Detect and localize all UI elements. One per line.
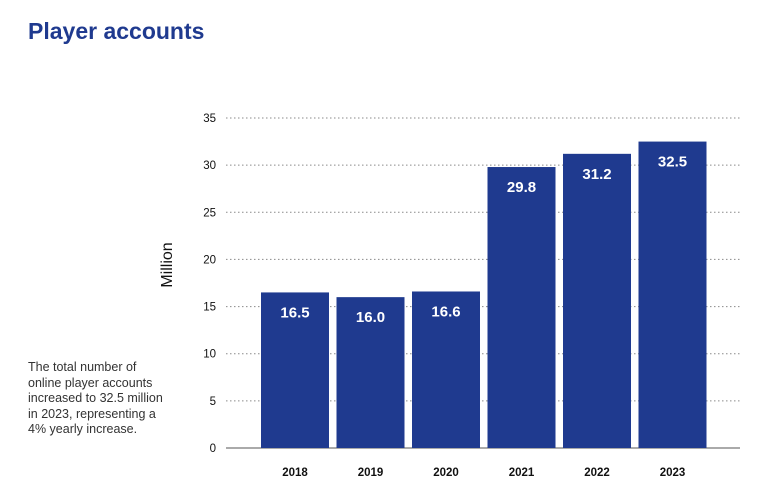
x-axis-ticks: 2018 2019 2020 2021 2022 2023 — [282, 467, 685, 479]
x-tick-label-2021: 2021 — [509, 467, 535, 479]
y-tick-label: 30 — [203, 160, 216, 172]
data-label-2023: 32.5 — [658, 154, 687, 171]
y-tick-label: 15 — [203, 302, 216, 314]
data-label-2020: 16.6 — [431, 303, 460, 320]
bar-2018 — [261, 292, 329, 448]
y-axis-ticks: 0 5 10 15 20 25 30 35 — [203, 113, 216, 455]
x-tick-label-2022: 2022 — [584, 467, 610, 479]
bar-2020 — [412, 291, 480, 448]
bar-2022 — [563, 153, 631, 449]
x-tick-label-2023: 2023 — [660, 467, 686, 479]
bar-2019 — [336, 297, 405, 448]
x-tick-label-2019: 2019 — [358, 467, 384, 479]
x-tick-label-2020: 2020 — [433, 467, 459, 479]
data-label-2019: 16.0 — [356, 309, 385, 326]
bar-2021 — [487, 167, 556, 448]
bar-2023 — [638, 141, 707, 449]
data-label-2018: 16.5 — [280, 304, 309, 321]
chart-title: Player accounts — [28, 18, 205, 44]
y-tick-label: 35 — [203, 113, 216, 125]
y-tick-label: 5 — [210, 396, 216, 408]
y-tick-label: 0 — [210, 443, 216, 455]
bars: 16.5 16.0 16.6 29.8 31.2 32.5 — [261, 141, 707, 449]
x-tick-label-2018: 2018 — [282, 467, 308, 479]
y-tick-label: 10 — [203, 349, 216, 361]
chart-note: The total number of online player accoun… — [28, 360, 163, 436]
data-label-2021: 29.8 — [507, 179, 536, 196]
data-label-2022: 31.2 — [582, 166, 611, 183]
y-tick-label: 25 — [203, 207, 216, 219]
y-tick-label: 20 — [203, 254, 216, 266]
